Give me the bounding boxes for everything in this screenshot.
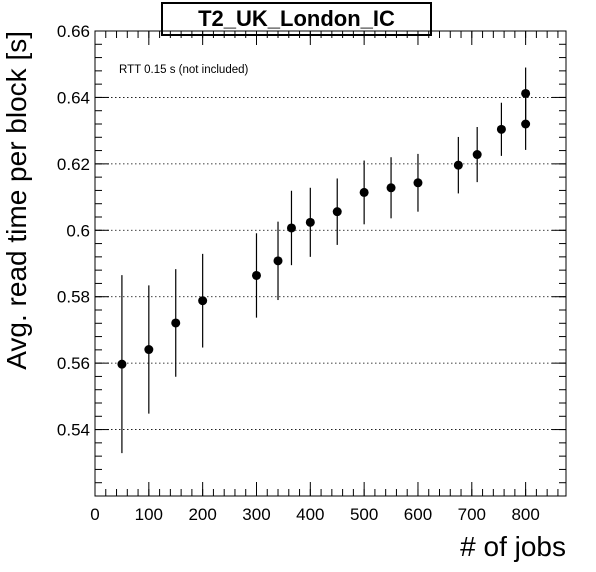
data-point [386, 157, 396, 219]
y-tick-label: 0.58 [57, 288, 90, 307]
data-point [198, 253, 208, 348]
x-tick-label: 200 [188, 505, 216, 524]
x-tick-label: 0 [90, 505, 99, 524]
y-tick-labels: 0.54 0.56 0.58 0.6 0.62 0.64 0.66 [57, 22, 90, 440]
data-point [496, 102, 506, 156]
data-point [286, 190, 296, 266]
y-tick-label: 0.64 [57, 88, 90, 107]
data-points [117, 67, 531, 454]
data-point [359, 160, 369, 225]
x-axis-ticks [94, 31, 559, 496]
point-marker [251, 270, 261, 280]
point-marker [273, 256, 283, 266]
data-point [251, 233, 261, 318]
point-marker [332, 207, 342, 217]
y-tick-label: 0.6 [66, 221, 90, 240]
grid-lines [95, 30, 566, 430]
x-tick-label: 600 [404, 505, 432, 524]
data-point [171, 269, 181, 377]
y-tick-label: 0.54 [57, 421, 90, 440]
point-marker [453, 160, 463, 170]
data-point [521, 67, 531, 120]
data-point [472, 126, 482, 183]
data-point [305, 187, 315, 257]
y-axis-title: Avg. read time per block [s] [1, 31, 32, 370]
y-tick-label: 0.66 [57, 22, 90, 41]
plot-frame [94, 30, 567, 497]
x-tick-label: 400 [296, 505, 324, 524]
x-tick-label: 500 [350, 505, 378, 524]
data-point [273, 221, 283, 301]
point-marker [305, 217, 315, 227]
x-tick-label: 700 [458, 505, 486, 524]
point-marker [198, 296, 208, 306]
point-marker [472, 150, 482, 160]
point-marker [521, 88, 531, 98]
point-marker [496, 124, 506, 134]
x-tick-label: 300 [242, 505, 270, 524]
x-tick-label: 100 [135, 505, 163, 524]
point-marker [171, 318, 181, 328]
data-point [332, 178, 342, 245]
point-marker [144, 345, 154, 355]
point-marker [521, 119, 531, 129]
data-point [413, 153, 423, 212]
data-point [117, 275, 127, 454]
point-marker [386, 183, 396, 193]
x-tick-labels: 0 100 200 300 400 500 600 700 800 [90, 505, 540, 524]
x-axis-title: # of jobs [460, 531, 566, 562]
rtt-annotation: RTT 0.15 s (not included) [119, 64, 249, 76]
point-marker [359, 187, 369, 197]
data-point [453, 136, 463, 194]
y-tick-label: 0.56 [57, 354, 90, 373]
point-marker [117, 359, 127, 369]
point-marker [413, 178, 423, 188]
chart-title: T2_UK_London_IC [161, 2, 432, 36]
point-marker [286, 223, 296, 233]
data-point [144, 285, 154, 414]
y-tick-label: 0.62 [57, 155, 90, 174]
x-tick-label: 800 [511, 505, 539, 524]
y-axis-ticks [95, 30, 566, 497]
